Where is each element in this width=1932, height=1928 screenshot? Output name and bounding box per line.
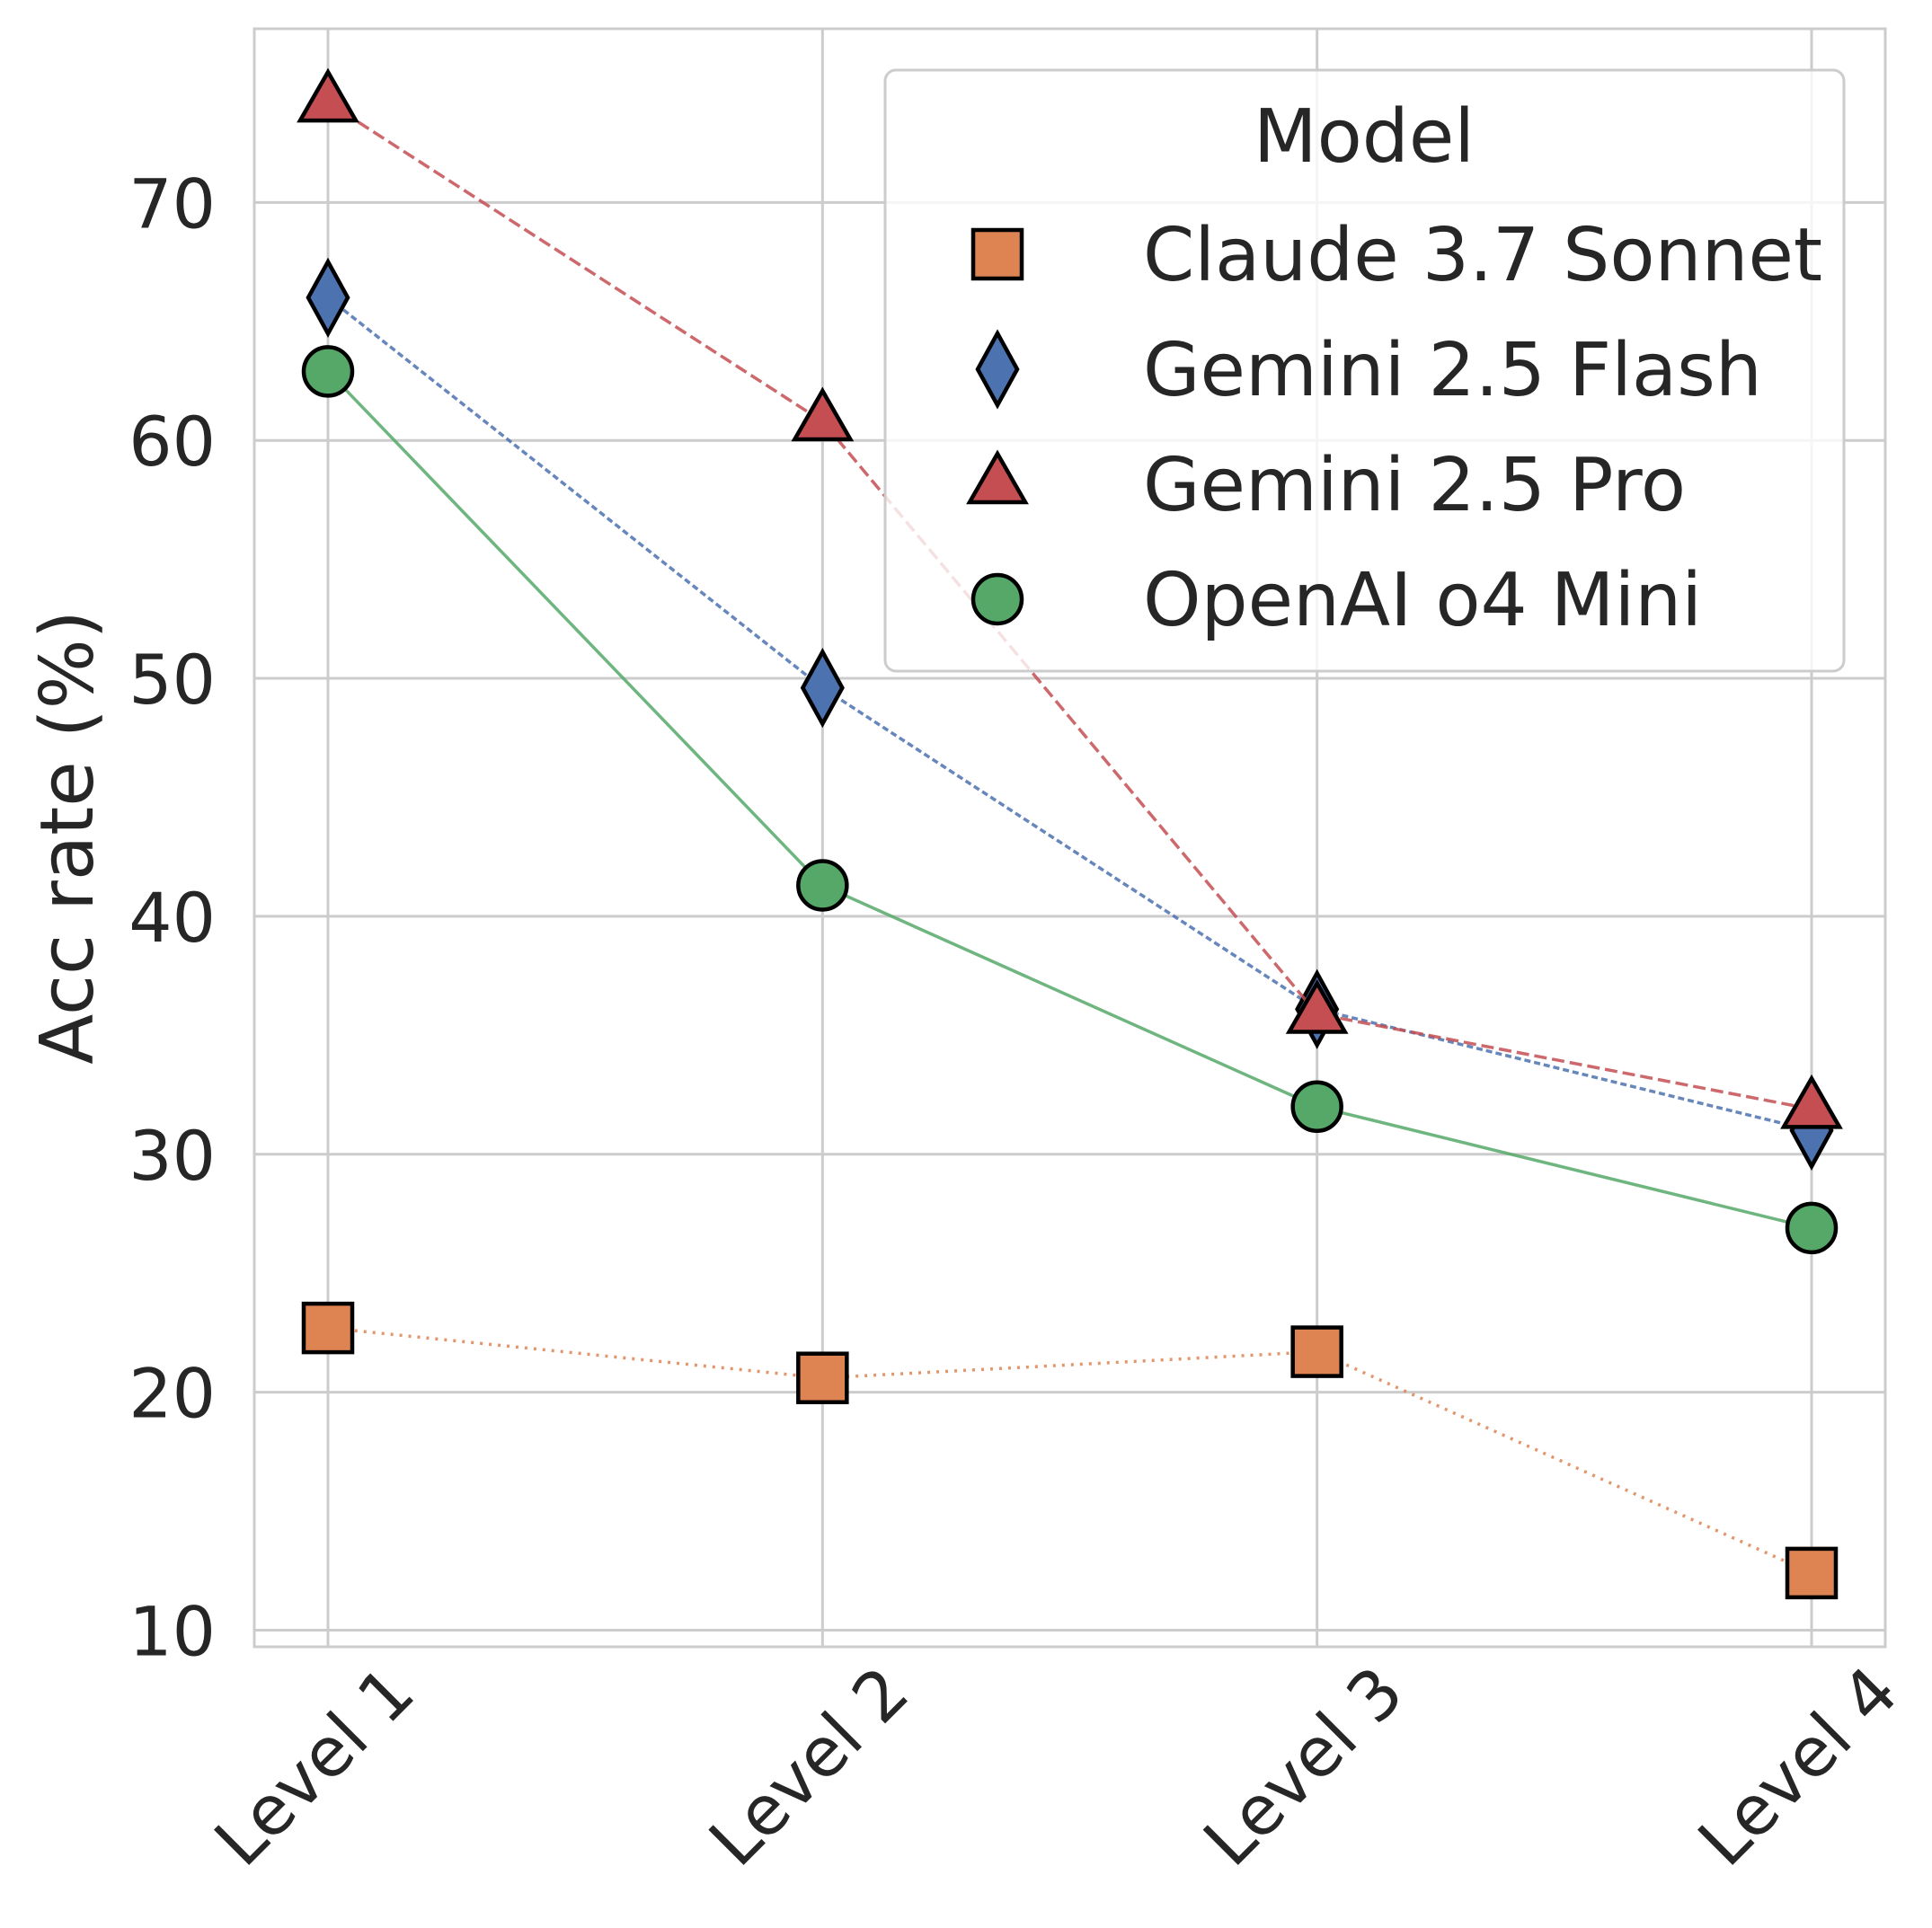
legend: Model Claude 3.7 Sonnet Gemini 2.5 Flash G… (883, 68, 1846, 673)
data-point (796, 1351, 849, 1404)
series-openai-o4-mini (301, 345, 1839, 1255)
legend-marker (975, 329, 1020, 410)
y-tick-label: 40 (129, 878, 216, 958)
series-line (326, 370, 1812, 1230)
data-point (1785, 1546, 1839, 1600)
data-point (1285, 978, 1349, 1034)
data-point (1785, 1201, 1839, 1255)
legend-label: Claude 3.7 Sonnet (1143, 213, 1822, 298)
data-point (301, 1301, 355, 1355)
series-group (297, 67, 1843, 1600)
x-tick-label: Level 2 (694, 1651, 924, 1881)
legend-item-gemini-2-5-flash: Gemini 2.5 Flash (975, 328, 1762, 413)
data-point (800, 647, 845, 729)
series-line (327, 101, 1812, 1111)
data-point (796, 859, 849, 912)
data-point (1290, 1080, 1343, 1134)
legend-title: Model (1254, 94, 1475, 180)
data-point (297, 67, 359, 123)
data-point (1780, 1074, 1843, 1129)
data-point (301, 345, 355, 398)
data-point (1290, 1325, 1343, 1378)
x-tick-label: Level 3 (1188, 1651, 1418, 1881)
legend-item-claude-3-7-sonnet: Claude 3.7 Sonnet (970, 213, 1822, 298)
series-claude-3-7-sonnet (301, 1301, 1839, 1600)
legend-marker (966, 449, 1029, 505)
series-line (326, 296, 1812, 1132)
plot-frame (253, 27, 1887, 1649)
y-tick-label: 10 (129, 1591, 216, 1671)
legend-marker (970, 227, 1024, 281)
legend-marker (970, 572, 1024, 626)
y-tick-label: 50 (129, 640, 216, 720)
series-gemini-2-5-pro (297, 67, 1843, 1129)
y-axis-label: Acc rate (%) (25, 610, 111, 1064)
x-tick-label: Level 1 (199, 1651, 430, 1881)
y-tick-label: 60 (129, 402, 216, 482)
legend-item-openai-o4-mini: OpenAI o4 Mini (970, 558, 1702, 643)
legend-label: Gemini 2.5 Flash (1143, 328, 1762, 413)
legend-label: OpenAI o4 Mini (1143, 558, 1702, 643)
legend-frame (883, 68, 1846, 673)
y-tick-label: 70 (129, 164, 216, 243)
y-axis-ticks: 10 20 30 40 50 60 70 (129, 164, 216, 1671)
data-point (791, 386, 855, 442)
x-tick-label: Level 4 (1683, 1651, 1913, 1881)
y-tick-label: 20 (129, 1354, 216, 1434)
x-axis-ticks: Level 1 Level 2 Level 3 Level 4 (199, 1651, 1913, 1881)
legend-item-gemini-2-5-pro: Gemini 2.5 Pro (966, 443, 1686, 528)
legend-label: Gemini 2.5 Pro (1143, 443, 1686, 528)
legend-entries: Claude 3.7 Sonnet Gemini 2.5 Flash Gemini … (966, 213, 1822, 643)
y-tick-label: 30 (129, 1116, 216, 1196)
data-point (306, 257, 350, 338)
